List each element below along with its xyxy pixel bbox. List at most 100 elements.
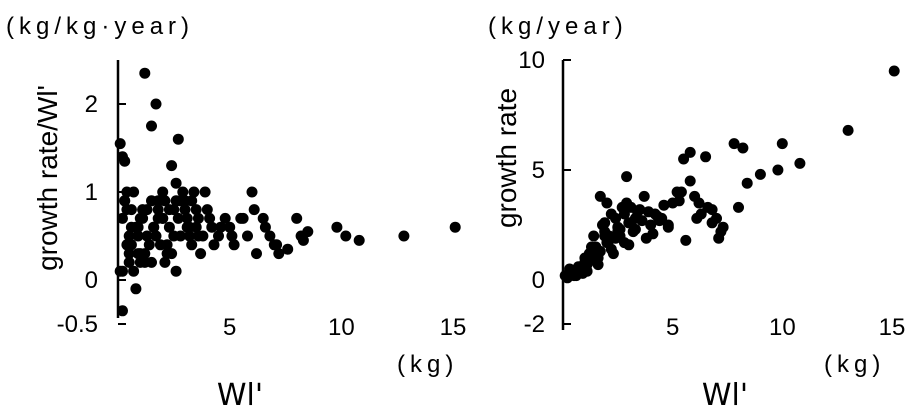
data-point <box>772 164 784 176</box>
data-point <box>794 157 806 169</box>
data-point <box>123 256 135 268</box>
y-tick-label: 10 <box>518 47 545 74</box>
data-point <box>728 138 740 150</box>
data-point <box>246 186 258 198</box>
data-point <box>201 204 213 216</box>
data-point <box>117 212 128 224</box>
data-point <box>146 256 157 268</box>
data-point <box>148 221 160 233</box>
data-point <box>130 283 142 295</box>
data-point <box>199 186 211 198</box>
data-point <box>188 186 200 198</box>
right-y-ticks: -2 0 5 10 <box>518 47 571 338</box>
data-point <box>592 259 604 271</box>
data-point <box>114 138 126 150</box>
data-point <box>177 186 189 198</box>
data-point <box>119 155 131 167</box>
data-point <box>658 199 670 211</box>
data-point <box>621 197 633 209</box>
data-point <box>645 219 657 231</box>
right-y-axis-label: growth rate <box>491 88 522 228</box>
data-point <box>139 248 151 260</box>
data-point <box>271 239 283 251</box>
left-points <box>114 67 461 317</box>
data-point <box>157 186 169 198</box>
data-point <box>675 186 687 198</box>
data-point <box>605 243 617 255</box>
x-tick-label: 5 <box>223 314 236 341</box>
data-point <box>353 234 365 246</box>
data-point <box>581 259 593 271</box>
data-point <box>219 212 231 224</box>
data-point <box>273 248 285 260</box>
data-point <box>570 265 582 277</box>
data-point <box>123 248 135 260</box>
data-point <box>449 221 461 233</box>
data-point <box>159 256 171 268</box>
data-point <box>186 239 198 251</box>
left-x-axis-label: Wl' <box>217 378 263 413</box>
data-point <box>706 217 718 229</box>
data-point <box>776 138 788 150</box>
data-point <box>179 204 191 216</box>
data-point <box>713 232 725 244</box>
data-point <box>141 204 153 216</box>
data-point <box>251 248 262 260</box>
data-point <box>213 230 224 242</box>
data-point <box>181 221 193 233</box>
data-point <box>702 201 714 213</box>
data-point <box>134 256 146 268</box>
right-x-unit: (kg) <box>824 351 885 378</box>
x-tick-label: 5 <box>666 314 679 341</box>
data-point <box>215 221 227 233</box>
data-point <box>172 133 184 145</box>
data-point <box>610 232 622 244</box>
data-point <box>137 212 149 224</box>
data-point <box>139 67 151 79</box>
data-point <box>259 221 271 233</box>
data-point <box>125 221 137 233</box>
data-point <box>184 230 195 242</box>
data-point <box>340 230 352 242</box>
data-point <box>754 168 766 180</box>
data-point <box>717 221 729 233</box>
data-point <box>282 243 294 255</box>
data-point <box>161 239 173 251</box>
data-point <box>224 221 236 233</box>
y-tick-label: 5 <box>532 157 545 184</box>
data-point <box>163 221 175 233</box>
left-x-ticks: 5 10 15 <box>223 314 466 341</box>
data-point <box>170 265 182 277</box>
data-point <box>248 204 260 216</box>
data-point <box>632 206 644 218</box>
left-y-unit: (kg/kg·year) <box>6 13 194 40</box>
x-tick-label: 15 <box>879 314 906 341</box>
data-point <box>629 223 641 235</box>
y-tick-label: 0 <box>85 267 98 294</box>
data-point <box>733 201 744 213</box>
data-point <box>181 212 193 224</box>
data-point <box>264 230 276 242</box>
data-point <box>168 230 180 242</box>
data-point <box>590 250 602 262</box>
data-point <box>128 186 140 198</box>
x-tick-label: 10 <box>769 314 796 341</box>
data-point <box>297 234 309 246</box>
x-tick-label: 10 <box>328 314 355 341</box>
data-point <box>157 212 169 224</box>
data-point <box>190 204 202 216</box>
data-point <box>257 212 269 224</box>
data-point <box>643 206 654 218</box>
left-y-ticks: -0.5 0 1 2 <box>57 91 126 338</box>
data-point <box>150 98 162 110</box>
data-point <box>691 212 703 224</box>
data-point <box>647 228 659 240</box>
data-point <box>680 234 692 246</box>
right-points <box>559 65 900 284</box>
data-point <box>195 248 207 260</box>
left-panel: (kg/kg·year) growth rate/Wl' -0.5 0 1 2 5 10… <box>6 13 466 413</box>
data-point <box>228 239 240 251</box>
data-point <box>610 212 622 224</box>
